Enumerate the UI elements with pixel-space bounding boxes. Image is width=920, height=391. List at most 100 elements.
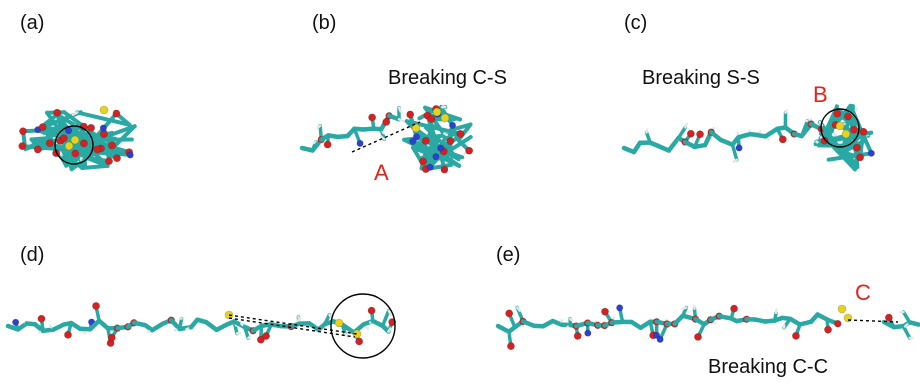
atom: [834, 319, 842, 328]
atom: [432, 153, 440, 161]
atom: [449, 121, 457, 129]
bond: [684, 122, 688, 129]
atom: [820, 136, 829, 145]
bond: [397, 106, 402, 113]
atom: [735, 144, 743, 152]
atom: [778, 135, 787, 144]
bond: [666, 135, 681, 153]
atom: [70, 135, 80, 145]
atom: [262, 332, 270, 340]
bond: [235, 331, 242, 335]
atom: [850, 125, 858, 134]
panel-label-a: (a): [20, 12, 45, 34]
overlays: [54, 108, 899, 359]
annotation-breaking-c-s: Breaking C-S: [388, 67, 507, 89]
molecule-panel-a: [18, 105, 137, 172]
marker-c: C: [855, 280, 871, 305]
atom: [107, 333, 116, 342]
atom: [99, 105, 109, 115]
atom: [696, 130, 704, 139]
bond: [423, 105, 462, 122]
atom: [113, 154, 121, 163]
marker-a: A: [374, 160, 389, 185]
atom: [126, 151, 134, 159]
atom: [100, 130, 108, 139]
atom: [38, 123, 47, 131]
atom: [355, 337, 364, 346]
bond: [340, 322, 357, 335]
molecule-panel-b: [299, 104, 474, 174]
atom: [584, 329, 592, 337]
atom: [99, 124, 107, 132]
atom: [412, 133, 420, 141]
panel-label-c: (c): [624, 12, 648, 34]
highlight-circle-a: [54, 125, 94, 165]
atom: [465, 146, 474, 155]
atom: [108, 141, 116, 150]
bond: [247, 335, 252, 340]
bond: [784, 109, 788, 114]
atom: [833, 109, 842, 118]
atom: [432, 107, 442, 117]
bond: [59, 151, 63, 157]
atom: [382, 118, 391, 126]
atom: [409, 137, 417, 145]
marker-b: B: [813, 82, 828, 107]
atom: [411, 123, 421, 133]
atom: [71, 149, 80, 158]
bond: [681, 306, 688, 311]
atom: [37, 314, 46, 323]
broken-bond-dashed-line-e: [847, 319, 899, 323]
bond: [732, 158, 739, 164]
bond: [397, 117, 405, 123]
atom: [616, 304, 624, 312]
atom: [837, 304, 847, 314]
atom: [356, 139, 364, 147]
atom: [92, 302, 100, 310]
atom: [19, 127, 27, 136]
atom: [419, 157, 427, 166]
molecule-panel-d: [5, 302, 397, 347]
highlight-circle-d: [330, 293, 396, 359]
bond: [312, 140, 318, 145]
annotation-breaking-s-s: Breaking S-S: [642, 67, 760, 89]
atom: [352, 329, 362, 339]
atom: [656, 335, 664, 343]
atom: [427, 115, 436, 123]
atom: [105, 157, 113, 166]
atom: [859, 127, 868, 136]
molecule-panel-e: [495, 304, 920, 351]
atom: [426, 163, 434, 171]
bond: [297, 315, 301, 322]
bond: [404, 119, 463, 136]
atom: [421, 137, 430, 145]
bond: [907, 320, 920, 327]
bond: [443, 132, 449, 137]
atom: [406, 110, 415, 119]
broken-bond-dashed-line-b: [351, 121, 421, 153]
atom: [730, 304, 738, 313]
annotation-breaking-c-c: Breaking C-C: [708, 356, 829, 378]
bond: [411, 145, 428, 172]
atom: [87, 123, 95, 132]
atom: [12, 318, 20, 326]
atom: [33, 145, 42, 154]
atom: [64, 330, 72, 339]
atom: [45, 139, 54, 148]
bond: [316, 124, 322, 129]
atom: [867, 149, 875, 157]
bond: [515, 306, 522, 312]
bond: [449, 122, 473, 132]
bond: [84, 155, 110, 168]
bond: [71, 111, 79, 117]
atom: [112, 109, 121, 118]
atom: [856, 153, 865, 162]
atom: [686, 129, 695, 138]
atom: [334, 318, 344, 328]
atom: [853, 143, 861, 152]
atom: [440, 113, 450, 123]
atom: [437, 144, 445, 152]
bond: [75, 110, 132, 127]
atom: [824, 325, 832, 334]
